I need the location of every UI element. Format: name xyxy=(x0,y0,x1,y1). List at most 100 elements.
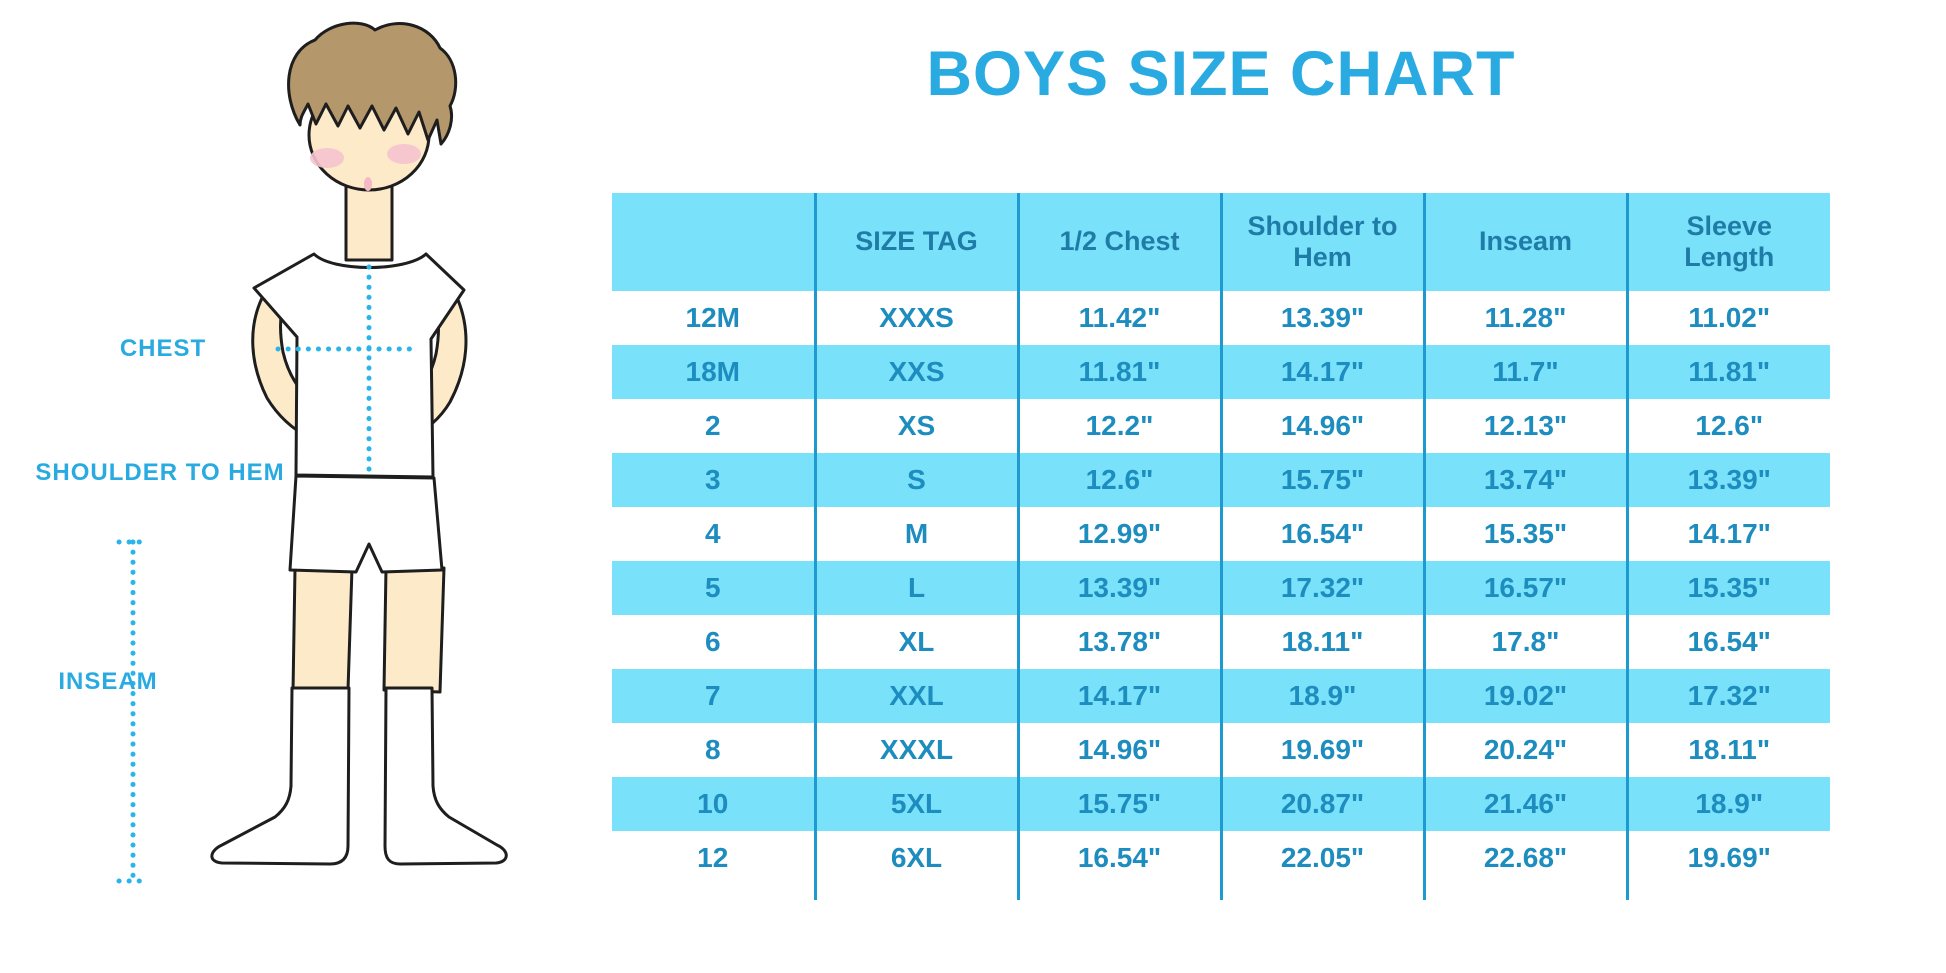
cheek-left xyxy=(310,148,344,168)
table-cell: XS xyxy=(813,399,1018,453)
table-cell: 15.75" xyxy=(1016,777,1221,831)
table-row: 2 XS 12.2" 14.96" 12.13" 12.6" xyxy=(612,399,1830,453)
table-cell: 14.17" xyxy=(1219,345,1424,399)
header-size xyxy=(612,193,815,291)
table-cell: XL xyxy=(813,615,1018,669)
table-cell: S xyxy=(813,453,1018,507)
table-cell: 16.54" xyxy=(1219,507,1424,561)
boy-illustration xyxy=(116,21,508,884)
table-cell: 6XL xyxy=(813,831,1018,885)
table-cell: 17.32" xyxy=(1625,669,1830,723)
table-cell: 18.11" xyxy=(1625,723,1830,777)
hair xyxy=(287,21,458,146)
leg-right xyxy=(382,566,446,694)
size-table: SIZE TAG 1/2 Chest Shoulder to Hem Insea… xyxy=(612,193,1830,900)
table-cell: M xyxy=(813,507,1018,561)
page-title: BOYS SIZE CHART xyxy=(926,39,1516,109)
table-cell: 19.69" xyxy=(1625,831,1830,885)
table-row: 8 XXXL 14.96" 19.69" 20.24" 18.11" xyxy=(612,723,1830,777)
table-cell: XXL xyxy=(813,669,1018,723)
table-cell: 12 xyxy=(697,842,729,873)
table-cell: 11.7" xyxy=(1422,345,1627,399)
table-cell: 19.69" xyxy=(1219,723,1424,777)
table-cell: 11.81" xyxy=(1625,345,1830,399)
inseam-measure-line xyxy=(116,539,152,884)
table-cell: 14.17" xyxy=(1625,507,1830,561)
table-cell: 18.11" xyxy=(1219,615,1424,669)
table-cell: 20.87" xyxy=(1219,777,1424,831)
table-row: 3 S 12.6" 15.75" 13.74" 13.39" xyxy=(612,453,1830,507)
table-cell: 3 xyxy=(704,464,721,495)
table-cell: 22.05" xyxy=(1219,831,1424,885)
sock-right xyxy=(383,686,508,866)
table-cell: 7 xyxy=(704,680,721,711)
table-cell: XXS xyxy=(813,345,1018,399)
table-row: 6 XL 13.78" 18.11" 17.8" 16.54" xyxy=(612,615,1830,669)
table-cell: XXXS xyxy=(813,291,1018,345)
table-cell: 8 xyxy=(704,734,721,765)
table-cell: 2 xyxy=(704,410,721,441)
grid-line-extension-cell xyxy=(1219,885,1424,900)
chest-label: CHEST xyxy=(119,335,207,362)
sock-left xyxy=(210,686,351,866)
table-row: 12M XXXS 11.42" 13.39" 11.28" 11.02" xyxy=(612,291,1830,345)
table-cell: 16.54" xyxy=(1016,831,1221,885)
table-cell: 11.81" xyxy=(1016,345,1221,399)
table-cell: XXXL xyxy=(813,723,1018,777)
inseam-label: INSEAM xyxy=(58,668,158,695)
mouth xyxy=(364,177,372,191)
table-cell: 18.9" xyxy=(1219,669,1424,723)
table-cell: 12M xyxy=(685,302,740,333)
grid-line-extension-cell xyxy=(1422,885,1627,900)
grid-line-extension-cell xyxy=(1625,885,1830,900)
table-cell: 5XL xyxy=(813,777,1018,831)
leg-left xyxy=(291,566,354,694)
table-cell: 17.32" xyxy=(1219,561,1424,615)
table-cell: 21.46" xyxy=(1422,777,1627,831)
table-cell: 22.68" xyxy=(1422,831,1627,885)
table-cell: 16.54" xyxy=(1625,615,1830,669)
table-cell: 15.35" xyxy=(1422,507,1627,561)
table-cell: 12.6" xyxy=(1625,399,1830,453)
header-shoulder-to-hem: Shoulder to Hem xyxy=(1219,193,1424,291)
table-cell: 5 xyxy=(704,572,721,603)
table-cell: L xyxy=(813,561,1018,615)
header-sleeve-length: Sleeve Length xyxy=(1625,193,1830,291)
table-cell: 17.8" xyxy=(1422,615,1627,669)
table-cell: 12.13" xyxy=(1422,399,1627,453)
table-cell: 12.99" xyxy=(1016,507,1221,561)
table-cell: 13.39" xyxy=(1219,291,1424,345)
table-cell: 13.39" xyxy=(1016,561,1221,615)
table-cell: 13.39" xyxy=(1625,453,1830,507)
table-row: 12 6XL 16.54" 22.05" 22.68" 19.69" xyxy=(612,831,1830,885)
cheek-right xyxy=(387,144,421,164)
shorts xyxy=(288,474,444,574)
table-cell: 10 xyxy=(697,788,729,819)
table-cell: 20.24" xyxy=(1422,723,1627,777)
table-cell: 14.96" xyxy=(1016,723,1221,777)
table-cell: 6 xyxy=(704,626,721,657)
table-cell: 11.28" xyxy=(1422,291,1627,345)
grid-line-extension-cell xyxy=(1016,885,1221,900)
table-cell: 14.96" xyxy=(1219,399,1424,453)
table-cell: 14.17" xyxy=(1016,669,1221,723)
header-inseam: Inseam xyxy=(1422,193,1627,291)
header-half-chest: 1/2 Chest xyxy=(1016,193,1221,291)
table-row: 5 L 13.39" 17.32" 16.57" 15.35" xyxy=(612,561,1830,615)
t-shirt xyxy=(252,252,466,479)
table-cell: 12.2" xyxy=(1016,399,1221,453)
table-cell: 4 xyxy=(704,518,721,549)
table-cell: 13.78" xyxy=(1016,615,1221,669)
table-cell: 11.02" xyxy=(1625,291,1830,345)
table-cell: 13.74" xyxy=(1422,453,1627,507)
table-row: 4 M 12.99" 16.54" 15.35" 14.17" xyxy=(612,507,1830,561)
table-row: 7 XXL 14.17" 18.9" 19.02" 17.32" xyxy=(612,669,1830,723)
table-cell: 11.42" xyxy=(1016,291,1221,345)
header-size-tag: SIZE TAG xyxy=(813,193,1018,291)
table-cell: 18M xyxy=(685,356,740,387)
table-row: 10 5XL 15.75" 20.87" 21.46" 18.9" xyxy=(612,777,1830,831)
table-header-row: SIZE TAG 1/2 Chest Shoulder to Hem Insea… xyxy=(612,193,1830,291)
table-cell: 16.57" xyxy=(1422,561,1627,615)
table-cell: 15.75" xyxy=(1219,453,1424,507)
table-cell: 18.9" xyxy=(1625,777,1830,831)
